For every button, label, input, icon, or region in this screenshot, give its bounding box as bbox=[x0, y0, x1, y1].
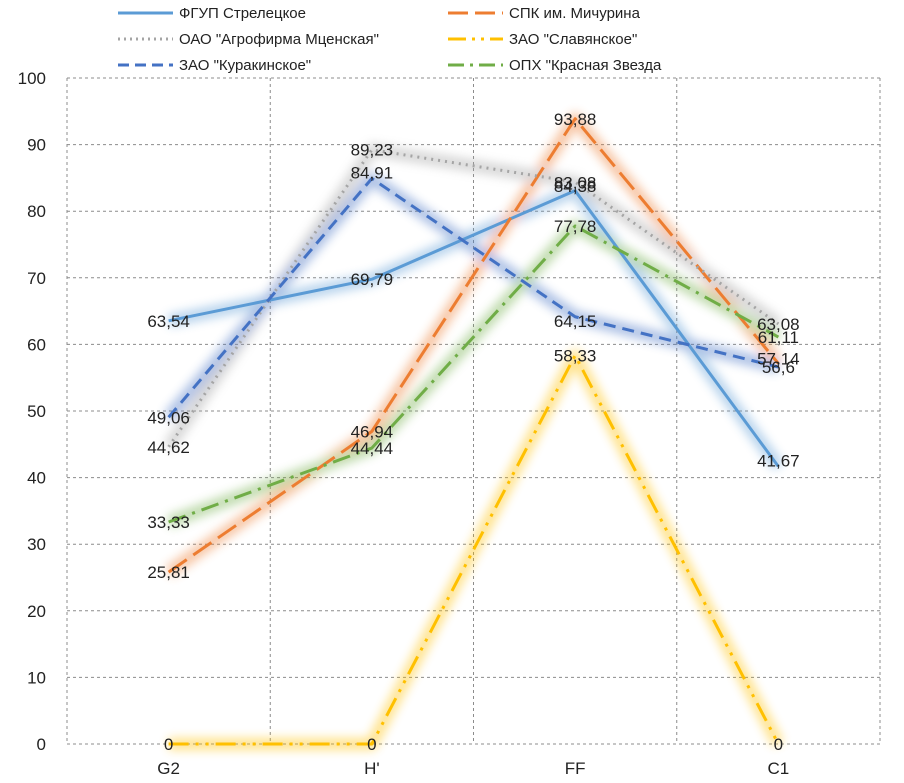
y-tick-label: 20 bbox=[27, 602, 46, 621]
series-line bbox=[168, 354, 780, 746]
legend-label-krasnaya-zvezda: ОПХ "Красная Звезда bbox=[509, 56, 662, 74]
data-labels: 63,54 69,79 83,08 41,67 25,81 46,94 93,88 57,14… bbox=[147, 110, 799, 754]
series-line bbox=[167, 117, 780, 574]
legend-swatch-krasnaya-zvezda bbox=[448, 63, 503, 67]
data-label: 0 bbox=[774, 735, 783, 754]
legend-item-streletskoe: ФГУП Стрелецкое bbox=[118, 2, 306, 24]
x-tick-label: G2 bbox=[157, 759, 180, 778]
y-tick-label: 100 bbox=[18, 69, 46, 88]
y-tick-label: 90 bbox=[27, 136, 46, 155]
data-label: 63,08 bbox=[757, 315, 800, 334]
legend-label-kurakinskoe: ЗАО "Куракинское" bbox=[179, 56, 312, 74]
data-label: 0 bbox=[164, 735, 173, 754]
y-tick-label: 60 bbox=[27, 335, 46, 354]
data-label: 63,54 bbox=[147, 312, 190, 331]
x-axis-tick-labels: G2 H' FF C1 bbox=[157, 759, 789, 778]
data-label: 44,44 bbox=[351, 439, 394, 458]
data-label: 33,33 bbox=[147, 513, 190, 532]
data-label: 49,06 bbox=[147, 408, 190, 427]
series-line bbox=[167, 176, 779, 419]
legend-label-streletskoe: ФГУП Стрелецкое bbox=[179, 4, 306, 22]
data-label: 84,38 bbox=[554, 177, 597, 196]
data-label: 93,88 bbox=[554, 110, 597, 129]
legend-label-mtsenskaya: ОАО "Агрофирма Мценская" bbox=[179, 30, 379, 48]
data-label: 41,67 bbox=[757, 451, 800, 470]
data-label: 44,62 bbox=[147, 438, 190, 457]
y-tick-label: 70 bbox=[27, 269, 46, 288]
series-lines bbox=[167, 117, 780, 746]
x-tick-label: C1 bbox=[768, 759, 790, 778]
legend-item-krasnaya-zvezda: ОПХ "Красная Звезда bbox=[448, 54, 661, 76]
data-label: 89,23 bbox=[351, 141, 394, 160]
chart-legend: ФГУП Стрелецкое СПК им. Мичурина ОАО "Аг… bbox=[0, 0, 904, 80]
y-tick-label: 40 bbox=[27, 469, 46, 488]
legend-swatch-michurina bbox=[448, 11, 503, 15]
y-axis-tick-labels: 0 10 20 30 40 50 60 70 80 90 100 bbox=[18, 69, 46, 754]
data-label: 25,81 bbox=[147, 563, 190, 582]
data-label: 61,11 bbox=[758, 328, 799, 347]
series-line bbox=[168, 224, 780, 524]
series-line bbox=[167, 148, 780, 448]
data-label: 46,94 bbox=[351, 422, 394, 441]
y-tick-label: 10 bbox=[27, 668, 46, 687]
y-tick-label: 80 bbox=[27, 202, 46, 221]
data-label: 58,33 bbox=[554, 347, 597, 366]
x-tick-label: FF bbox=[565, 759, 586, 778]
y-tick-label: 0 bbox=[37, 735, 46, 754]
data-label: 69,79 bbox=[351, 270, 394, 289]
x-tick-label: H' bbox=[364, 759, 380, 778]
legend-item-kurakinskoe: ЗАО "Куракинское" bbox=[118, 54, 311, 76]
data-label: 57,14 bbox=[757, 349, 800, 368]
data-label: 64,15 bbox=[554, 312, 597, 331]
legend-swatch-streletskoe bbox=[118, 11, 173, 15]
y-tick-label: 30 bbox=[27, 535, 46, 554]
data-label: 84,91 bbox=[351, 163, 394, 182]
legend-label-michurina: СПК им. Мичурина bbox=[509, 4, 640, 22]
legend-label-slavyanskoe: ЗАО "Славянское" bbox=[509, 30, 638, 48]
data-label: 83,08 bbox=[554, 174, 597, 193]
y-tick-label: 50 bbox=[27, 402, 46, 421]
legend-item-michurina: СПК им. Мичурина bbox=[448, 2, 640, 24]
data-label: 77,78 bbox=[554, 217, 597, 236]
gridlines bbox=[66, 77, 881, 745]
legend-item-slavyanskoe: ЗАО "Славянское" bbox=[448, 28, 637, 50]
data-label: 56,6 bbox=[762, 358, 795, 377]
legend-swatch-kurakinskoe bbox=[118, 63, 173, 67]
legend-item-mtsenskaya: ОАО "Агрофирма Мценская" bbox=[118, 28, 379, 50]
data-label: 0 bbox=[367, 735, 376, 754]
legend-swatch-slavyanskoe bbox=[448, 37, 503, 41]
